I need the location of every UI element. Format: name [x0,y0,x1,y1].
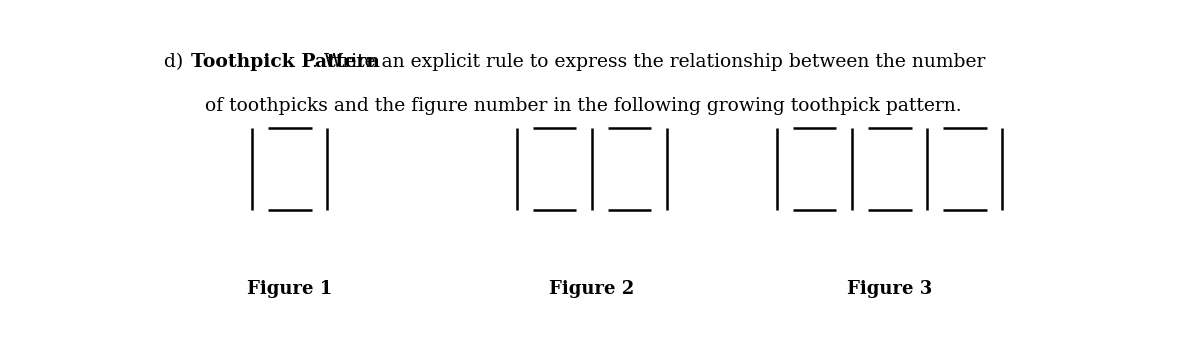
Text: Toothpick Pattern: Toothpick Pattern [191,53,379,72]
Text: Figure 1: Figure 1 [247,280,332,298]
Text: d): d) [164,53,195,72]
Text: Figure 2: Figure 2 [550,280,635,298]
Text: . Write an explicit rule to express the relationship between the number: . Write an explicit rule to express the … [312,53,986,72]
Text: Figure 3: Figure 3 [847,280,933,298]
Text: of toothpicks and the figure number in the following growing toothpick pattern.: of toothpicks and the figure number in t… [206,97,962,115]
